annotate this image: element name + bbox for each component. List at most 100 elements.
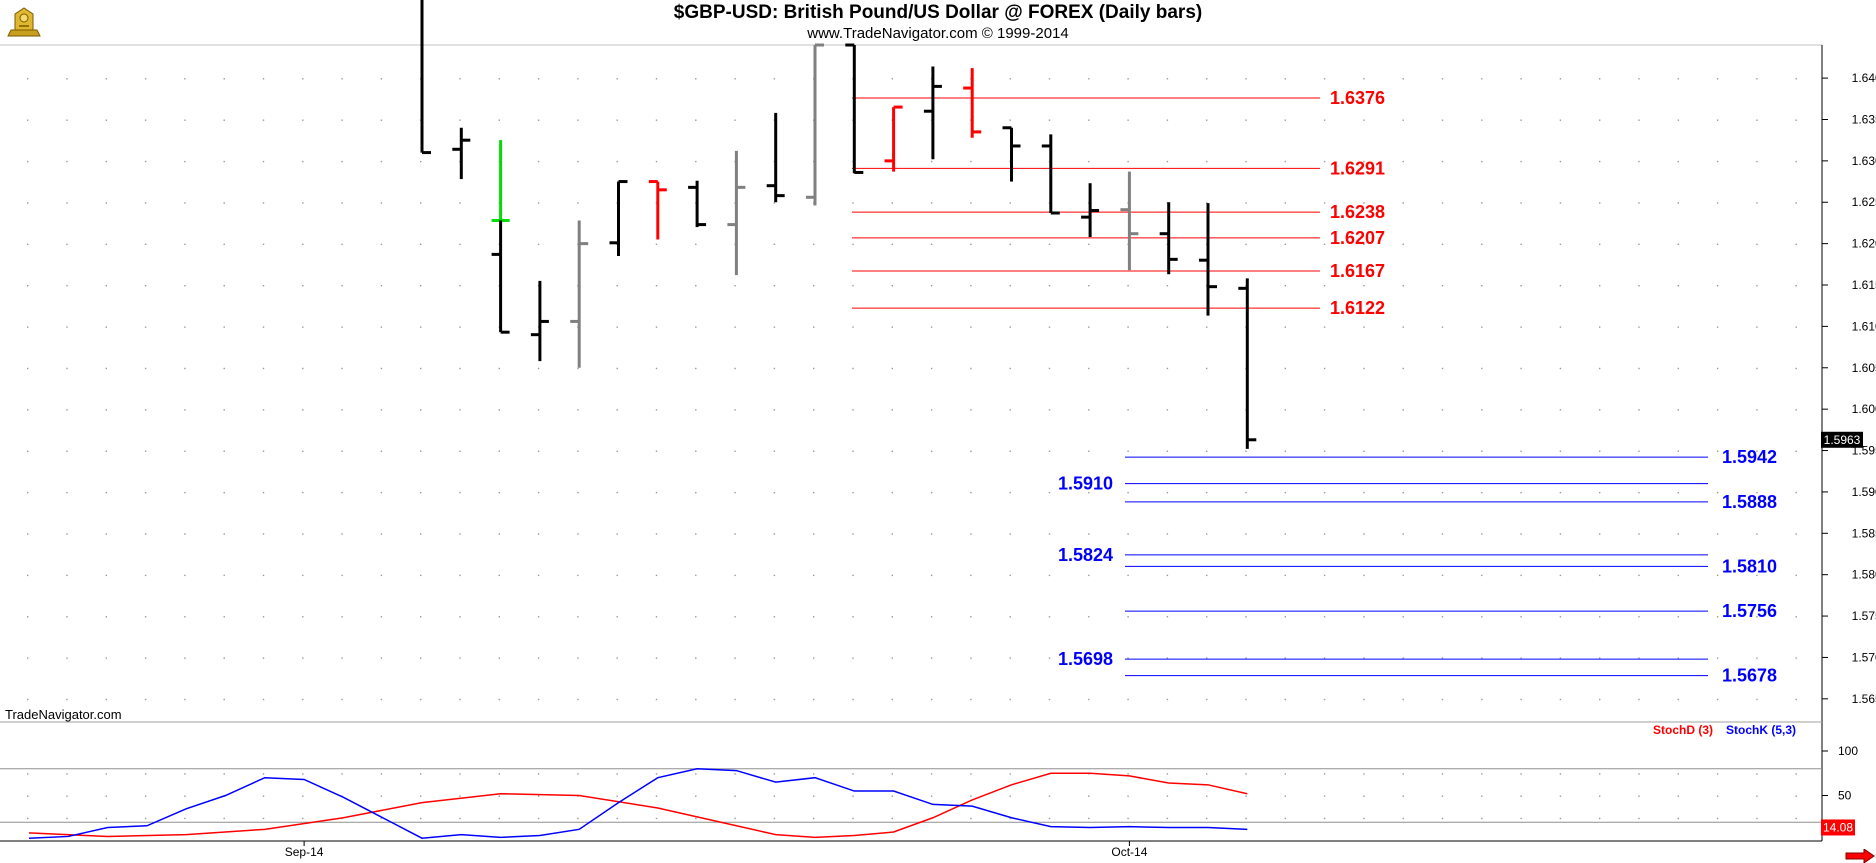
grid-dot <box>1795 491 1797 494</box>
grid-dot <box>302 491 304 494</box>
grid-dot <box>1402 817 1404 820</box>
grid-dot <box>1599 616 1601 618</box>
grid-dot <box>184 491 186 494</box>
grid-dot <box>380 119 383 121</box>
grid-dot <box>1009 795 1011 797</box>
grid-dot <box>813 367 815 370</box>
grid-dot <box>813 698 815 701</box>
grid-dot <box>695 795 697 797</box>
grid-dot <box>420 450 422 452</box>
stochastic-panel: 100 50 14.08 <box>0 744 1858 839</box>
grid-dot <box>1756 202 1758 204</box>
grid-dot <box>223 616 225 618</box>
grid-dot <box>184 657 186 659</box>
grid-dot <box>1166 616 1169 618</box>
grid-dot <box>1323 78 1326 80</box>
y-tick-label: 1.5650 <box>1852 692 1876 706</box>
grid-dot <box>1009 78 1011 80</box>
grid-dot <box>577 367 579 370</box>
grid-dot <box>1402 698 1404 701</box>
grid-dot <box>1363 409 1365 411</box>
grid-dot <box>223 285 225 287</box>
stoch-y-tick-label: 100 <box>1838 744 1858 758</box>
grid-dot <box>302 160 304 163</box>
last-price-box <box>1821 431 1863 448</box>
grid-dot <box>1206 202 1208 204</box>
grid-dot <box>734 657 736 659</box>
grid-dot <box>1520 817 1522 820</box>
grid-dot <box>773 243 776 246</box>
grid-dot <box>105 491 107 494</box>
red-right-arrow-icon[interactable] <box>1844 849 1876 863</box>
grid-dot <box>144 616 147 618</box>
grid-dot <box>380 160 383 163</box>
grid-dot <box>1599 326 1601 328</box>
grid-dot <box>773 450 776 452</box>
grid-dot <box>1677 698 1679 701</box>
grid-dot <box>1756 409 1758 411</box>
grid-dot <box>1638 409 1640 411</box>
grid-dot <box>1284 367 1286 370</box>
grid-dot <box>1520 450 1522 452</box>
grid-dot <box>1009 202 1011 204</box>
grid-dot <box>1127 409 1129 411</box>
grid-dot <box>970 533 972 535</box>
grid-dot <box>1559 285 1562 287</box>
grid-dot <box>695 698 697 701</box>
grid-dot <box>1323 326 1326 328</box>
grid-dot <box>1323 698 1326 701</box>
grid-dot <box>144 795 147 797</box>
grid-dot <box>341 533 343 535</box>
grid-dot <box>380 78 383 80</box>
grid-dot <box>1441 533 1444 535</box>
grid-dot <box>655 533 658 535</box>
grid-dot <box>1520 367 1522 370</box>
grid-dot <box>262 657 265 659</box>
grid-dot <box>144 698 147 701</box>
grid-dot <box>616 491 618 494</box>
grid-dot <box>1441 491 1444 494</box>
grid-dot <box>930 285 933 287</box>
grid-dot <box>695 326 697 328</box>
grid-dot <box>1677 243 1679 246</box>
grid-dot <box>1677 326 1679 328</box>
grid-dot <box>537 698 540 701</box>
grid-dot <box>184 367 186 370</box>
grid-dot <box>1795 160 1797 163</box>
grid-dot <box>1363 78 1365 80</box>
grid-dot <box>1127 326 1129 328</box>
grid-dot <box>1559 450 1562 452</box>
ohlc-bar <box>1120 171 1139 271</box>
grid-dot <box>1599 795 1601 797</box>
grid-dot <box>695 817 697 820</box>
y-tick-label: 1.6000 <box>1852 402 1876 416</box>
grid-dot <box>1599 491 1601 494</box>
grid-dot <box>66 409 68 411</box>
grid-dot <box>1284 616 1286 618</box>
grid-dot <box>773 817 776 820</box>
grid-dot <box>184 698 186 701</box>
grid-dot <box>1402 202 1404 204</box>
grid-dot <box>537 119 540 121</box>
grid-dot <box>852 773 854 775</box>
grid-dot <box>262 326 265 328</box>
grid-dot <box>1127 795 1129 797</box>
grid-dot <box>1716 243 1719 246</box>
grid-dot <box>891 78 893 80</box>
grid-dot <box>1481 450 1483 452</box>
grid-dot <box>734 773 736 775</box>
grid-dot <box>1599 817 1601 820</box>
grid-dot <box>577 450 579 452</box>
grid-dot <box>1716 285 1719 287</box>
grid-dot <box>537 450 540 452</box>
grid-dot <box>1559 533 1562 535</box>
grid-dot <box>1481 817 1483 820</box>
grid-dot <box>223 367 225 370</box>
grid-dot <box>1166 450 1169 452</box>
grid-dot <box>380 367 383 370</box>
grid-dot <box>537 78 540 80</box>
grid-dot <box>773 285 776 287</box>
grid-dot <box>970 817 972 820</box>
grid-dot <box>1088 533 1090 535</box>
grid-dot <box>1638 160 1640 163</box>
